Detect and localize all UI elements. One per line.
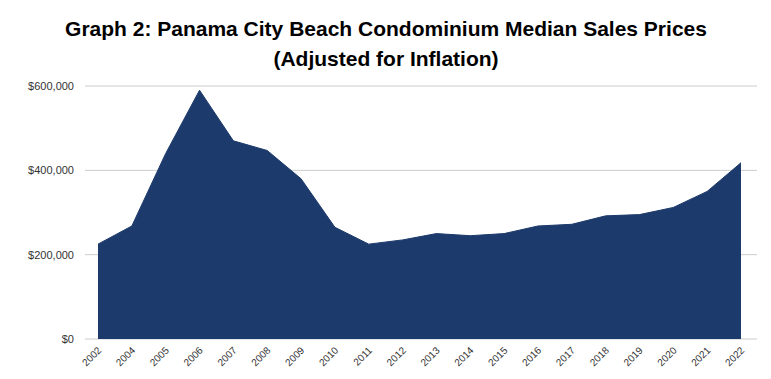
area (98, 90, 741, 339)
y-tick-label: $600,000 (28, 80, 74, 92)
x-tick-label: 2013 (418, 344, 442, 368)
x-tick-label: 2007 (215, 344, 239, 368)
x-tick-label: 2022 (723, 344, 747, 368)
plot-area (98, 90, 741, 339)
x-tick-label: 2012 (384, 344, 408, 368)
x-tick-label: 2006 (181, 344, 205, 368)
grid-line (85, 86, 757, 87)
x-tick-label: 2011 (351, 344, 374, 367)
y-tick-label: $200,000 (28, 249, 74, 261)
x-tick-label: 2002 (80, 344, 104, 368)
x-tick-label: 2010 (317, 344, 341, 368)
x-tick-label: 2018 (588, 344, 612, 368)
title: Graph 2: Panama City Beach Condominium M… (65, 17, 707, 40)
subtitle: (Adjusted for Inflation) (273, 47, 498, 70)
x-tick-label: 2020 (655, 344, 679, 368)
x-tick-label: 2005 (148, 344, 172, 368)
chart: Graph 2: Panama City Beach Condominium M… (0, 0, 771, 379)
x-tick-label: 2021 (689, 344, 713, 368)
x-tick-label: 2017 (554, 344, 578, 368)
y-tick-label: $400,000 (28, 164, 74, 176)
x-tick-label: 2015 (486, 344, 510, 368)
x-tick-label: 2004 (114, 344, 138, 368)
x-tick-label: 2019 (621, 344, 645, 368)
y-tick-label: $0 (62, 333, 74, 345)
x-tick-label: 2008 (249, 344, 273, 368)
x-tick-label: 2016 (520, 344, 544, 368)
x-tick-label: 2009 (283, 344, 307, 368)
x-tick-label: 2014 (452, 344, 476, 368)
